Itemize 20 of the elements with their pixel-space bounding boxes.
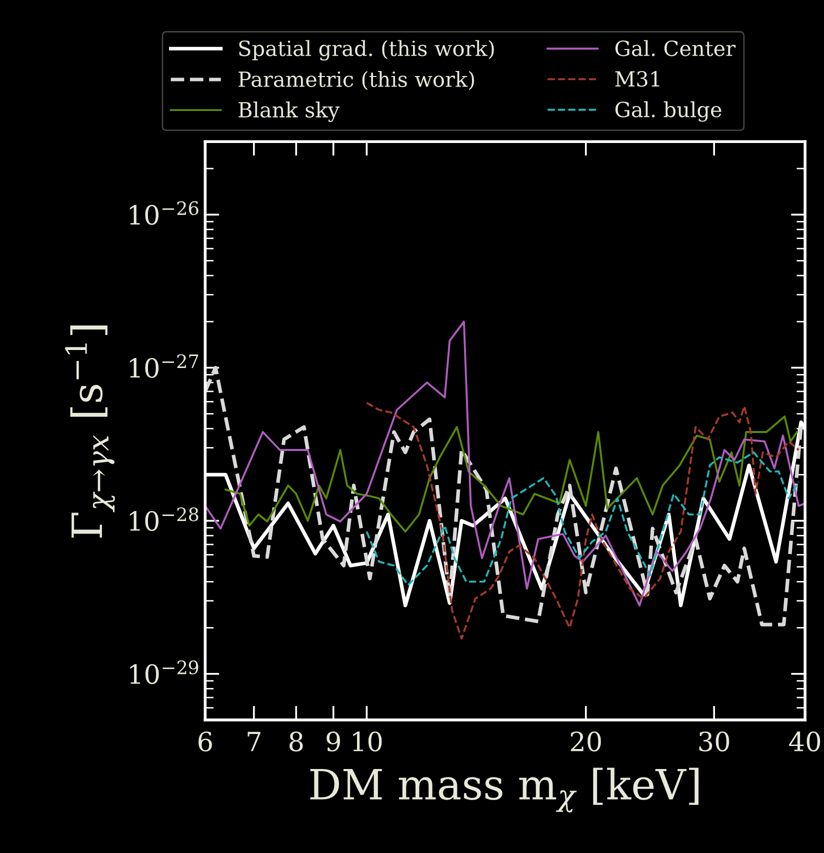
legend-label: Blank sky: [238, 102, 340, 122]
legend-label: Gal. bulge: [615, 101, 722, 122]
y-tick-label: 10$^{−28}$: [130, 507, 198, 531]
y-axis-title: Γ$_{χ→γx}$ [s$^{−1}$]: [65, 326, 115, 538]
x-tick-label: 6: [198, 732, 212, 752]
x-tick-label: 9: [326, 732, 340, 752]
x-tick-label: 7: [248, 732, 260, 752]
x-tick-label: 30: [699, 732, 730, 752]
x-tick-label: 8: [290, 732, 303, 752]
x-tick-label: 10: [353, 732, 382, 752]
y-tick-label: 10$^{−29}$: [130, 660, 198, 684]
x-tick-label: 40: [789, 732, 820, 752]
legend-label: Gal. Center: [615, 40, 736, 56]
legend-label: Parametric (this work): [238, 70, 474, 90]
y-tick-label: 10$^{−27}$: [130, 354, 198, 378]
legend-label: M31: [615, 71, 660, 87]
y-tick-label: 10$^{−26}$: [130, 201, 198, 225]
x-tick-label: 20: [570, 732, 601, 752]
x-axis-title: DM mass m$_{χ}$ [keV]: [310, 768, 699, 812]
legend-label: Spatial grad. (this work): [239, 40, 494, 61]
